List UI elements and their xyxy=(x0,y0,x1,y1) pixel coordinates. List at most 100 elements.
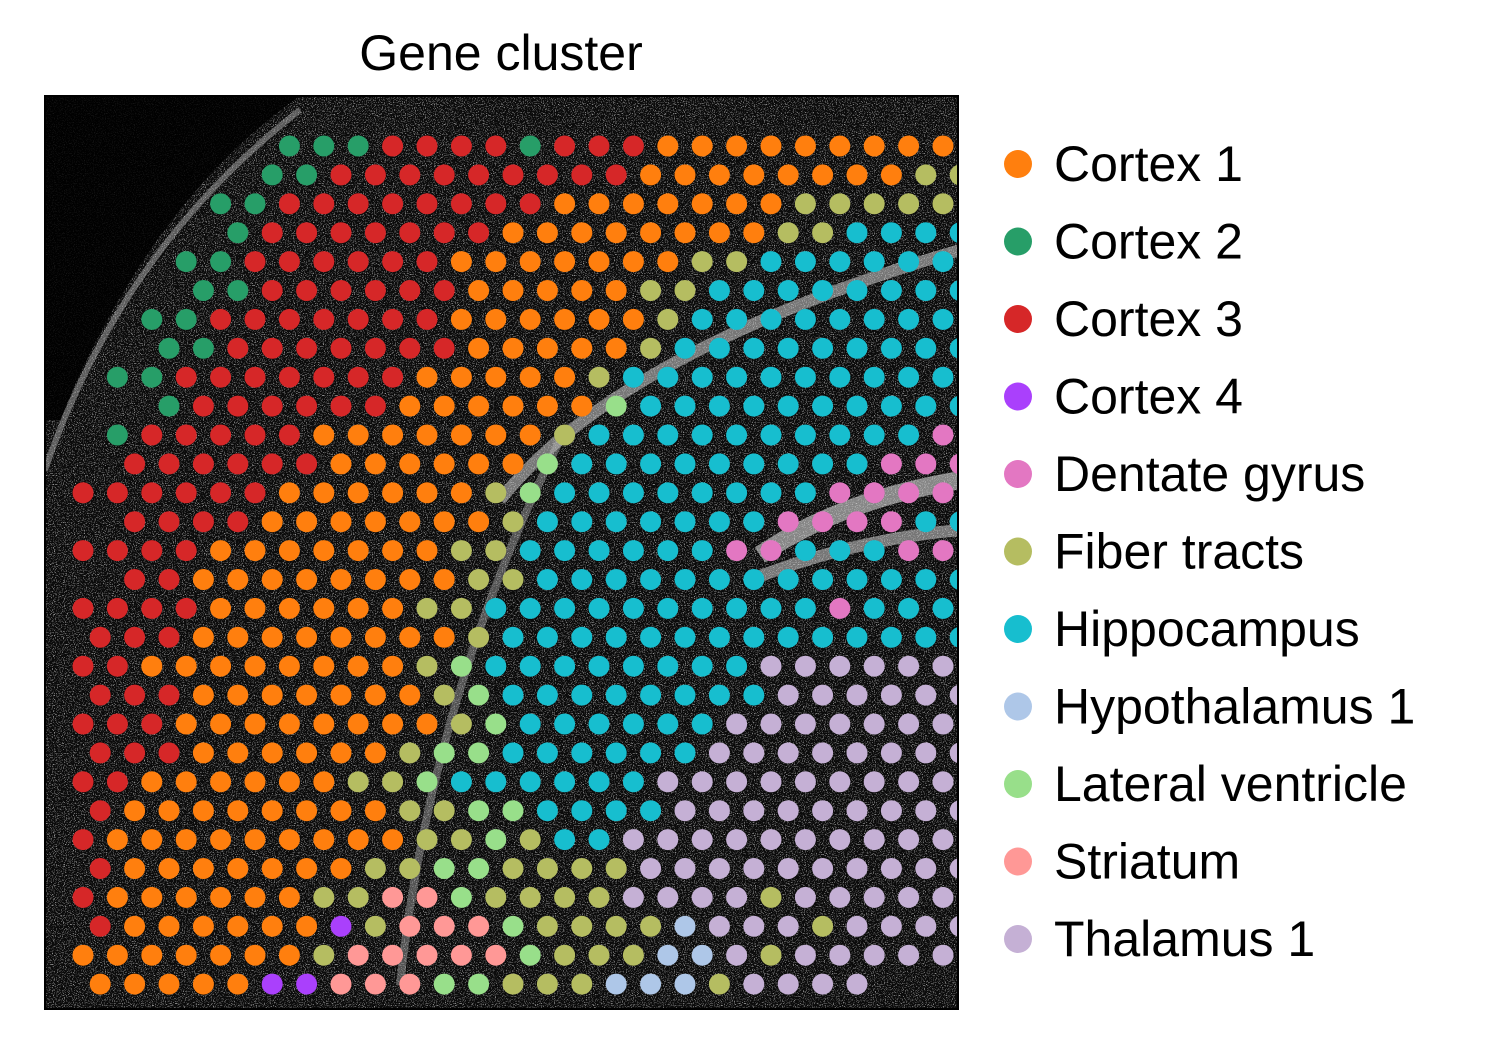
spot-cortex-1 xyxy=(141,829,163,851)
spot-hippocampus xyxy=(708,626,730,648)
plot-area xyxy=(45,96,958,1009)
spot-cortex-3 xyxy=(296,395,318,417)
spot-fiber-tracts xyxy=(812,915,834,937)
spot-cortex-1 xyxy=(382,713,404,735)
spot-cortex-1 xyxy=(192,858,214,879)
spot-fiber-tracts xyxy=(777,222,799,244)
spot-thalamus-1 xyxy=(846,684,868,706)
spot-cortex-1 xyxy=(244,655,266,677)
spot-thalamus-1 xyxy=(760,771,782,793)
spot-hippocampus xyxy=(605,626,627,648)
spot-cortex-1 xyxy=(364,742,386,764)
spot-cortex-1 xyxy=(278,655,300,677)
spot-hippocampus xyxy=(536,684,558,706)
spot-cortex-1 xyxy=(210,829,232,851)
spot-hippocampus xyxy=(519,540,541,562)
spot-cortex-1 xyxy=(72,944,94,966)
spot-hippocampus xyxy=(863,540,885,562)
spot-cortex-1 xyxy=(364,511,386,533)
spot-thalamus-1 xyxy=(657,886,679,908)
spot-cortex-3 xyxy=(296,280,318,301)
spot-thalamus-1 xyxy=(777,800,799,822)
spot-fiber-tracts xyxy=(399,742,421,764)
legend-label: Hypothalamus 1 xyxy=(1054,679,1415,735)
spot-lateral-ventricle xyxy=(468,684,490,706)
spot-cortex-3 xyxy=(278,193,300,215)
spot-cortex-1 xyxy=(468,395,490,417)
spot-cortex-3 xyxy=(89,684,111,706)
spot-thalamus-1 xyxy=(863,944,885,966)
spot-dentate-gyrus xyxy=(829,482,851,504)
spot-cortex-3 xyxy=(261,453,283,475)
spot-fiber-tracts xyxy=(588,366,610,388)
spot-cortex-1 xyxy=(605,280,627,301)
spot-striatum xyxy=(399,915,421,937)
spot-cortex-1 xyxy=(261,626,283,648)
spot-hippocampus xyxy=(657,655,679,677)
spot-cortex-1 xyxy=(227,800,249,822)
spot-lateral-ventricle xyxy=(468,742,490,764)
spot-thalamus-1 xyxy=(863,886,885,908)
spot-hippocampus xyxy=(760,366,782,388)
spot-thalamus-1 xyxy=(932,886,954,908)
spot-cortex-1 xyxy=(691,193,713,215)
spot-cortex-3 xyxy=(296,222,318,244)
spot-hippocampus xyxy=(657,424,679,446)
spot-cortex-3 xyxy=(382,251,404,273)
dentate-band-lower xyxy=(747,524,958,586)
spot-thalamus-1 xyxy=(880,742,902,764)
spot-thalamus-1 xyxy=(898,886,920,908)
spot-cortex-3 xyxy=(433,280,455,301)
spot-thalamus-1 xyxy=(777,973,799,995)
spot-cortex-1 xyxy=(485,251,507,273)
spot-cortex-2 xyxy=(158,395,180,417)
spot-cortex-1 xyxy=(227,626,249,648)
spot-cortex-3 xyxy=(399,280,421,301)
spot-fiber-tracts xyxy=(468,626,490,648)
spot-cortex-2 xyxy=(192,337,214,359)
spot-lateral-ventricle xyxy=(450,886,472,908)
spot-cortex-3 xyxy=(210,424,232,446)
legend-item: Cortex 1 xyxy=(1004,136,1243,192)
spot-fiber-tracts xyxy=(450,597,472,619)
spot-fiber-tracts xyxy=(399,800,421,822)
spot-cortex-3 xyxy=(89,858,111,879)
spot-lateral-ventricle xyxy=(536,453,558,475)
spot-hippocampus xyxy=(640,511,662,533)
spot-cortex-1 xyxy=(244,540,266,562)
spot-cortex-3 xyxy=(330,164,352,186)
spot-cortex-3 xyxy=(261,337,283,359)
spot-cortex-1 xyxy=(330,453,352,475)
spot-fiber-tracts xyxy=(502,858,524,879)
spot-cortex-3 xyxy=(536,164,558,186)
spot-hippocampus xyxy=(622,540,644,562)
spot-hippocampus xyxy=(829,251,851,273)
spot-thalamus-1 xyxy=(863,829,885,851)
spot-fiber-tracts xyxy=(554,886,576,908)
spot-dentate-gyrus xyxy=(846,511,868,533)
spot-lateral-ventricle xyxy=(433,858,455,879)
spot-cortex-3 xyxy=(502,164,524,186)
spot-hippocampus xyxy=(949,280,958,301)
spot-cortex-1 xyxy=(829,135,851,157)
spot-thalamus-1 xyxy=(880,915,902,937)
spot-cortex-3 xyxy=(382,308,404,330)
legend-item: Dentate gyrus xyxy=(1004,446,1365,502)
tissue-empty-corner xyxy=(45,96,300,420)
spot-hippocampus xyxy=(949,338,958,359)
spot-lateral-ventricle xyxy=(519,482,541,504)
spot-hippocampus xyxy=(708,569,730,590)
spot-thalamus-1 xyxy=(932,944,954,966)
spot-cortex-1 xyxy=(536,280,558,301)
spot-cortex-1 xyxy=(485,366,507,388)
spot-thalamus-1 xyxy=(846,800,868,822)
spot-thalamus-1 xyxy=(691,829,713,851)
spot-dentate-gyrus xyxy=(932,482,954,504)
spot-cortex-3 xyxy=(192,453,214,475)
spot-hippocampus xyxy=(794,424,816,446)
spot-cortex-1 xyxy=(313,482,335,504)
legend-item: Cortex 4 xyxy=(1004,369,1243,425)
spot-thalamus-1 xyxy=(932,655,954,677)
spot-cortex-1 xyxy=(227,858,249,879)
spot-hippocampus xyxy=(812,453,834,475)
